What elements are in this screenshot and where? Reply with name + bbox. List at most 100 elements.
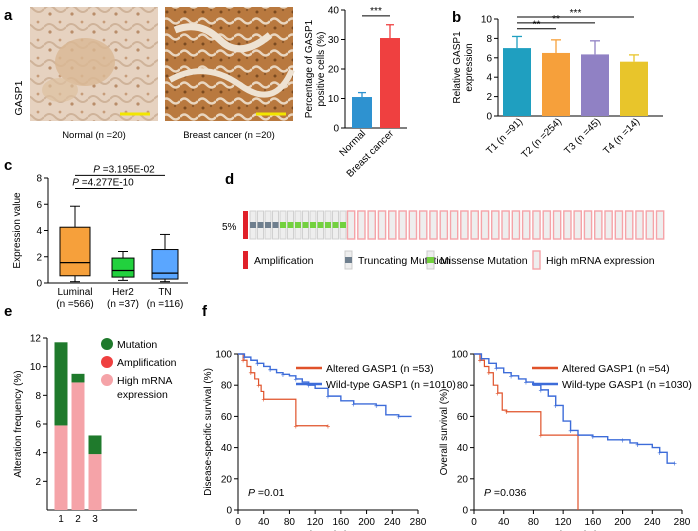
- x-tick-label: 240: [644, 517, 661, 528]
- legend-swatch-amplification: [243, 251, 248, 269]
- y-tick-label: 10: [481, 15, 493, 26]
- survival-curve-wildtype: [238, 353, 412, 418]
- y-tick-label: 4: [35, 448, 41, 459]
- censor-mark: +: [281, 370, 286, 379]
- y-axis-label: Overall survival (%): [439, 389, 450, 476]
- high-mrna-cell: [398, 210, 407, 240]
- panel-label-b: b: [452, 9, 461, 26]
- image-caption-cancer: Breast cancer (n =20): [183, 130, 275, 141]
- y-axis-label: Relative GASP1expression: [452, 31, 475, 104]
- percent-label: 5%: [222, 222, 237, 233]
- missense-mark: [287, 222, 294, 228]
- high-mrna-cell: [418, 210, 428, 240]
- high-mrna-cell: [460, 210, 469, 240]
- y-tick-label: 80: [457, 381, 469, 392]
- panel-label-e: e: [4, 303, 12, 320]
- censor-mark: +: [396, 412, 401, 421]
- bar-t1: [503, 48, 531, 116]
- truncating-mark: [257, 222, 264, 228]
- censor-mark: +: [294, 422, 299, 431]
- y-tick-label: 6: [486, 53, 492, 64]
- p-value-label: P =0.01: [248, 487, 285, 499]
- y-tick-label: 40: [328, 6, 340, 17]
- y-tick-label: 20: [457, 474, 469, 485]
- high-mrna-cell: [511, 210, 521, 240]
- p-symbol: P: [484, 487, 491, 499]
- x-tick-label: T4 (n =14): [602, 116, 643, 157]
- missense-mark: [302, 222, 309, 228]
- high-mrna-cell: [655, 210, 665, 240]
- y-axis-label: Percentage of GASP1positive cells (%): [304, 19, 327, 118]
- panel-label-f: f: [202, 303, 208, 320]
- x-tick-label: 40: [498, 517, 510, 528]
- x-tick-label: 240: [384, 517, 401, 528]
- censor-mark: +: [539, 386, 544, 395]
- x-tick-label: 80: [528, 517, 540, 528]
- missense-mark: [325, 222, 331, 228]
- bar-breast-cancer: [380, 38, 400, 128]
- y-tick-label: 0: [226, 506, 232, 517]
- high-mrna-cell: [573, 210, 582, 240]
- missense-mark: [295, 222, 301, 228]
- high-mrna-cell: [635, 210, 644, 240]
- y-tick-label: 100: [215, 350, 232, 361]
- x-tick-label: 120: [307, 517, 324, 528]
- censor-mark: +: [524, 378, 529, 387]
- legend-label: Amplification: [254, 255, 314, 267]
- bar-segment: [54, 425, 68, 510]
- censor-mark: +: [504, 408, 509, 417]
- high-mrna-cell: [521, 210, 531, 240]
- x-tick-label: 80: [284, 517, 296, 528]
- box-2: [151, 249, 179, 280]
- high-mrna-cell: [480, 210, 490, 240]
- y-tick-label: 100: [451, 350, 468, 361]
- y-tick-label: 0: [333, 124, 339, 135]
- high-mrna-cell: [542, 210, 552, 240]
- chart-d: 5% Amplification Truncating MutationMissen…: [222, 210, 665, 270]
- legend-label: Wild-type GASP1 (n =1030): [562, 379, 692, 391]
- y-tick-label: 60: [221, 412, 233, 423]
- high-mrna-cell: [439, 210, 449, 240]
- legend-label: Missense Mutation: [440, 255, 528, 267]
- censor-mark: +: [479, 355, 484, 364]
- censor-mark: +: [326, 392, 331, 401]
- bar-t3: [581, 54, 609, 116]
- chart-c: 0 2 4 6 8 Luminal (n =566) Her2 (n =37) TN (n =116…: [12, 164, 188, 310]
- y-tick-label: 10: [30, 362, 42, 373]
- bar-normal: [352, 97, 372, 128]
- y-tick-label: 40: [457, 443, 469, 454]
- censor-mark: +: [294, 375, 299, 384]
- censor-mark: +: [306, 381, 311, 390]
- x-tick-label: TN (n =116): [147, 287, 184, 310]
- y-tick-label: 2: [36, 252, 42, 263]
- x-tick-label: T3 (n =45): [563, 116, 604, 157]
- censor-mark: +: [268, 366, 273, 375]
- y-tick-label: 80: [221, 381, 233, 392]
- high-mrna-cell: [563, 210, 572, 240]
- y-tick-label: 8: [486, 34, 492, 45]
- censor-mark: +: [326, 422, 331, 431]
- panel-label-a: a: [4, 7, 13, 24]
- y-axis-label-line: positive cells (%): [316, 31, 327, 106]
- y-tick-label: 30: [328, 35, 340, 46]
- survival-curve-wildtype: [474, 353, 675, 464]
- censor-mark: +: [657, 448, 662, 457]
- x-tick-label-line: TN: [158, 287, 171, 298]
- x-tick-label-line: Her2: [112, 287, 134, 298]
- x-tick-label: T2 (n =254): [520, 116, 565, 161]
- y-tick-label: 4: [36, 226, 42, 237]
- legend-label: Amplification: [117, 357, 177, 369]
- high-mrna-cell: [388, 210, 397, 240]
- censor-mark: +: [591, 433, 596, 442]
- box-1: [111, 257, 135, 278]
- y-tick-label: 2: [35, 477, 41, 488]
- censor-mark: +: [255, 359, 260, 368]
- y-tick-label: 0: [486, 112, 492, 123]
- y-tick-label: 0: [36, 279, 42, 290]
- legend-label: Truncating Mutation: [358, 255, 451, 267]
- significance-label: **: [552, 14, 560, 25]
- legend-dot: [101, 374, 113, 386]
